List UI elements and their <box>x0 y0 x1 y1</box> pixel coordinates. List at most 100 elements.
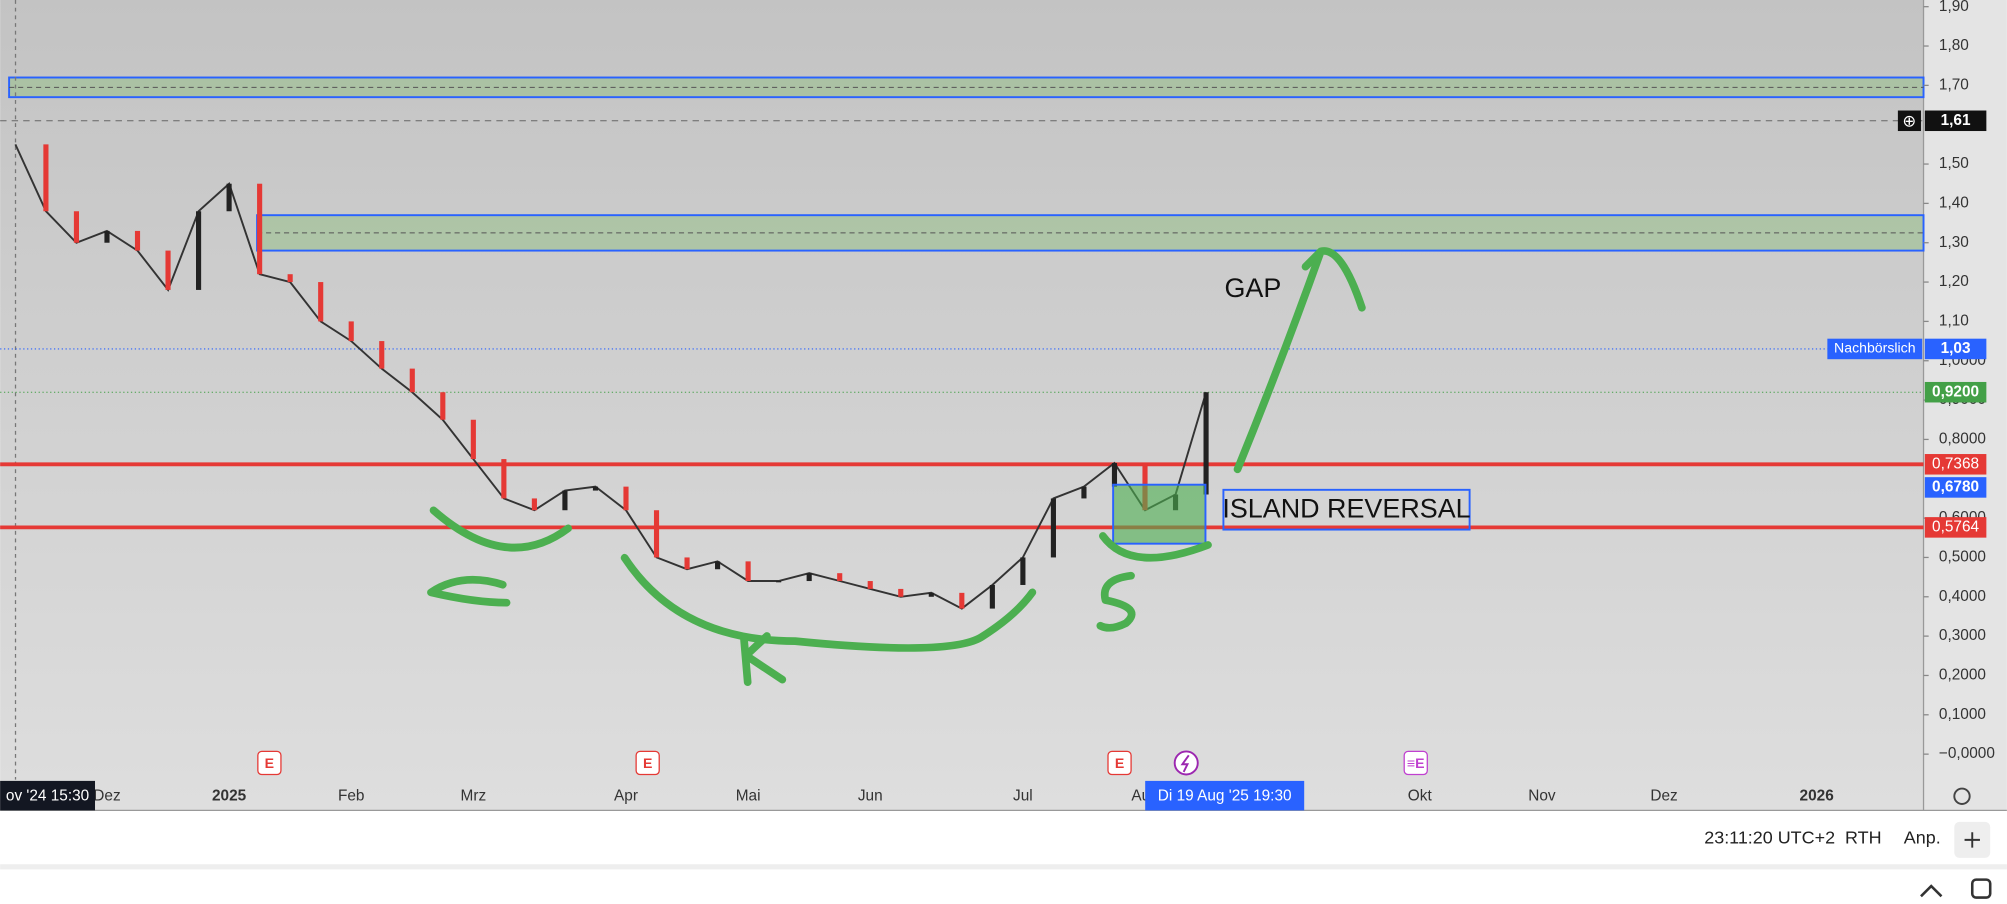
candle <box>837 573 843 582</box>
crosshair-plus: ⊕ <box>1902 111 1916 130</box>
candle <box>318 282 324 322</box>
price-line <box>14 143 1208 610</box>
collapse-button[interactable] <box>1920 884 1943 898</box>
price-label: 1,61 <box>1941 112 1971 129</box>
event-marker-label: E <box>1115 755 1124 771</box>
y-tick-label: 1,40 <box>1939 194 1969 211</box>
cursor-time-box <box>1145 780 1305 811</box>
y-tick-label: 0,8000 <box>1939 430 1986 447</box>
y-tick-label: 1,50 <box>1939 155 1969 172</box>
candle <box>592 486 599 491</box>
level-label: 0,7368 <box>1932 455 1979 472</box>
candle <box>1111 463 1118 487</box>
y-tick-label: 1,10 <box>1939 312 1969 329</box>
x-tick-label: 2026 <box>1800 787 1834 804</box>
price-label: 1,03 <box>1941 340 1971 357</box>
candle <box>653 510 660 558</box>
event-marker <box>1107 750 1132 776</box>
candle <box>1203 392 1209 495</box>
stroke <box>427 576 511 607</box>
candle <box>470 419 476 460</box>
candle <box>715 561 721 570</box>
x-tick-label: Apr <box>614 787 638 804</box>
candle <box>1020 557 1026 585</box>
event-icon <box>1173 750 1199 776</box>
candle <box>989 584 995 609</box>
candle <box>409 368 415 393</box>
clock: 23:11:20 UTC+2 <box>1704 827 1835 847</box>
after-hours-label: Nachbörslich <box>1834 340 1915 356</box>
candle <box>562 490 568 511</box>
event-marker <box>257 750 282 776</box>
candle <box>287 274 293 283</box>
candle <box>379 341 385 369</box>
candle <box>531 498 537 511</box>
x-tick-label: Nov <box>1528 787 1556 804</box>
level-label-box <box>1924 454 1987 475</box>
candle <box>959 592 965 609</box>
annotation: GAP <box>1224 273 1281 303</box>
y-tick-label: 0,4000 <box>1939 588 1986 605</box>
zone <box>256 214 1925 252</box>
candle <box>348 321 354 342</box>
candle <box>196 211 202 290</box>
candle <box>1081 486 1087 499</box>
level-label: 0,5764 <box>1932 518 1979 535</box>
adjust-toggle[interactable]: Anp. <box>1904 827 1941 847</box>
candle <box>1050 498 1056 558</box>
candle <box>440 392 446 420</box>
x-tick-label: Mrz <box>461 787 487 804</box>
fullscreen-icon <box>1964 832 1980 848</box>
event-marker-label: E <box>643 755 652 771</box>
price-label-box <box>1924 381 1987 403</box>
candle <box>745 561 751 582</box>
x-tick-label: Feb <box>338 787 365 804</box>
annotation-box <box>1222 488 1471 531</box>
y-tick-label: 0,5000 <box>1939 549 1986 566</box>
hand-drawing <box>427 247 1366 687</box>
candle <box>165 250 171 290</box>
stroke <box>1233 247 1366 474</box>
x-tick-label: 2025 <box>212 787 247 804</box>
level-label-box <box>1924 517 1987 538</box>
plot-background <box>0 0 1924 811</box>
stroke <box>620 553 1037 652</box>
x-tick-label: Mai <box>736 787 761 804</box>
crosshair-time: ov '24 15:30 <box>6 787 89 804</box>
maximize-button[interactable] <box>1970 878 1992 899</box>
stroke <box>1099 532 1212 562</box>
status-bar <box>0 812 2007 865</box>
price-label-box <box>1924 477 1987 498</box>
session-toggle[interactable]: RTH <box>1845 827 1882 847</box>
chart-layer: 1,901,801,701,501,401,301,201,101,00000,… <box>0 0 1995 811</box>
candle <box>501 459 507 499</box>
candle <box>73 211 80 243</box>
event-marker-label: ≡E <box>1407 755 1425 771</box>
crosshair-time-box <box>0 780 96 811</box>
y-tick-label: 0,1000 <box>1939 706 1986 723</box>
settings-button[interactable] <box>1953 787 1971 805</box>
x-tick-label: Jun <box>858 787 883 804</box>
y-tick-label: 0,3000 <box>1939 627 1986 644</box>
y-tick-label: 0,2000 <box>1939 667 1986 684</box>
stroke <box>1096 571 1136 632</box>
y-tick-label: 1,80 <box>1939 37 1969 54</box>
candle <box>226 183 232 212</box>
candle <box>928 592 934 597</box>
candle <box>776 581 782 583</box>
stroke <box>739 632 787 687</box>
price-label: 0,6780 <box>1932 478 1979 495</box>
price-label-box <box>1924 338 1987 360</box>
event-marker-label: E <box>265 755 274 771</box>
x-tick-label: Jul <box>1013 787 1033 804</box>
event-marker <box>1403 750 1428 776</box>
price-label: 0,9200 <box>1932 383 1979 400</box>
event-marker <box>635 750 660 776</box>
stroke <box>429 506 573 552</box>
candle <box>806 573 812 582</box>
candle <box>43 144 49 212</box>
price-label-box <box>1924 110 1987 132</box>
y-tick-label: −0,0000 <box>1939 745 1995 762</box>
